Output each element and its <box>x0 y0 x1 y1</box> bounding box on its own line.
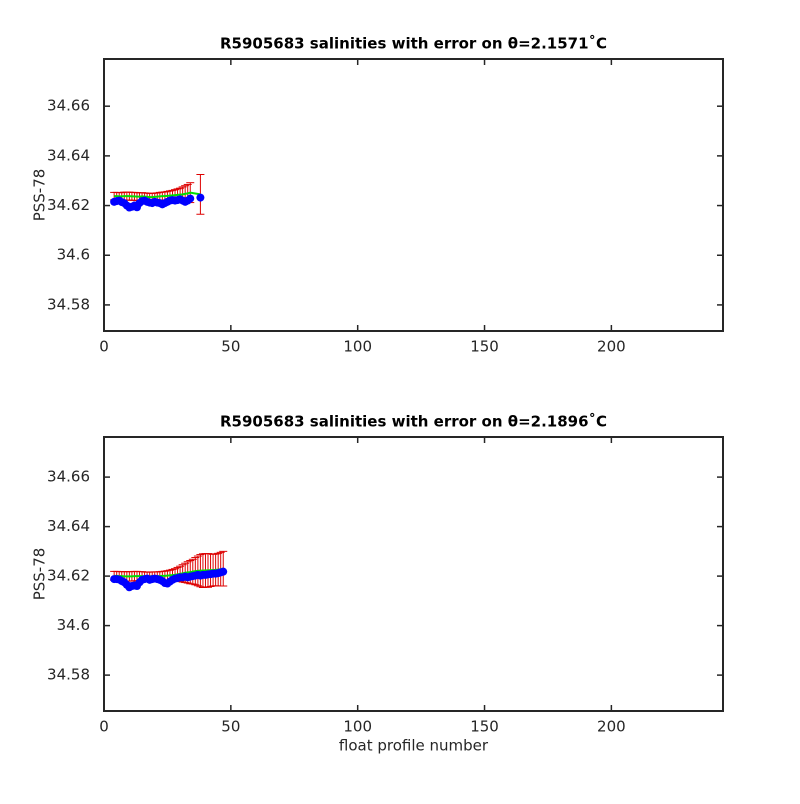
axes-box <box>103 436 724 712</box>
mapped-line <box>114 191 201 199</box>
x-tick-label: 200 <box>597 338 626 356</box>
x-tick-label: 50 <box>221 338 240 356</box>
chart-title: R5905683 salinities with error on θ=2.18… <box>220 413 607 431</box>
x-tick-label: 200 <box>597 718 626 736</box>
y-axis-label: PSS-78 <box>31 548 49 601</box>
x-tick-label: 0 <box>99 338 109 356</box>
x-tick-label: 100 <box>343 718 372 736</box>
chart-title: R5905683 salinities with error on θ=2.15… <box>220 35 607 53</box>
y-tick-label: 34.66 <box>47 468 90 486</box>
y-tick-label: 34.62 <box>47 567 90 585</box>
x-tick-label: 150 <box>470 718 499 736</box>
y-tick-label: 34.64 <box>47 517 90 535</box>
y-tick-label: 34.58 <box>47 295 90 313</box>
y-axis-label: PSS-78 <box>31 169 49 222</box>
y-tick-label: 34.6 <box>57 246 90 264</box>
mapped-line <box>114 567 224 578</box>
y-tick-label: 34.58 <box>47 666 90 684</box>
y-tick-label: 34.6 <box>57 616 90 634</box>
y-tick-label: 34.66 <box>47 97 90 115</box>
x-tick-label: 50 <box>221 718 240 736</box>
x-tick-label: 100 <box>343 338 372 356</box>
data-point <box>219 567 228 576</box>
y-tick-label: 34.64 <box>47 146 90 164</box>
axes-box <box>103 58 724 332</box>
y-tick-label: 34.62 <box>47 196 90 214</box>
x-tick-label: 150 <box>470 338 499 356</box>
data-point <box>186 194 195 203</box>
x-axis-label: float profile number <box>339 737 489 755</box>
x-tick-label: 0 <box>99 718 109 736</box>
data-point <box>196 193 205 202</box>
